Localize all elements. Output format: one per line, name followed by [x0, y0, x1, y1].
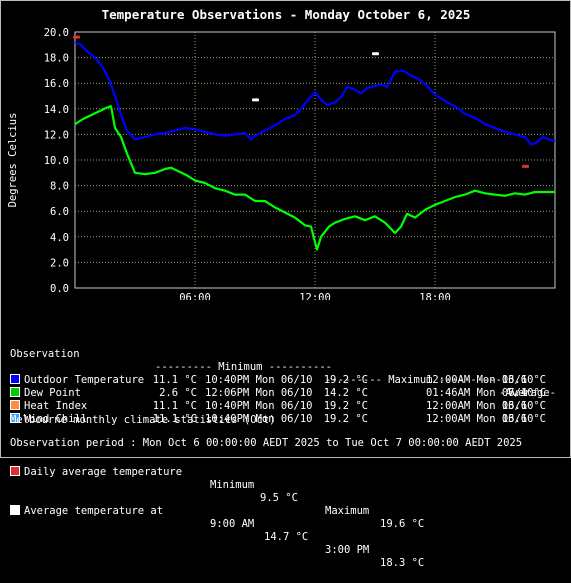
legend-min: 2.6 °C [159, 387, 197, 399]
legend-row: Outdoor Temperature 11.1 °C 10:40PM Mon 06… [10, 374, 546, 387]
climate-daily-row: Daily average temperature Minimum 9.5 °C… [10, 453, 424, 530]
series-outdoor-temperature [74, 41, 556, 146]
legend-label: Wind Chill [10, 413, 87, 426]
legend-swatch [10, 374, 20, 384]
y-tick-label: 8.0 [50, 181, 69, 193]
y-tick-label: 12.0 [44, 129, 69, 141]
x-tick-label: 12:00 [299, 292, 331, 300]
header-observation: Observation [10, 348, 80, 360]
legend-label: Heat Index [10, 400, 87, 413]
legend-max: 19.2 °C [323, 374, 368, 386]
chart-title: Temperature Observations - Monday Octobe… [102, 7, 471, 22]
legend-max: 19.2 °C [323, 400, 368, 412]
legend-max-time: 01:46AM Mon 06/10 [426, 387, 534, 399]
series-dew-point [74, 105, 555, 251]
climate-marker [252, 98, 259, 102]
y-tick-label: 0.0 [50, 283, 69, 295]
climate-min-label: Minimum [210, 479, 255, 491]
legend-avg: 13.6 °C [501, 400, 546, 412]
header-maximum: --------- Maximum ---------- [325, 374, 503, 386]
y-tick-label: 14.0 [44, 104, 69, 116]
average-swatch [10, 505, 20, 515]
y-tick-label: 6.0 [50, 206, 69, 218]
legend-rows: Outdoor Temperature 11.1 °C 10:40PM Mon 06… [10, 374, 546, 426]
legend-header: Observation --------- Minimum ----------… [10, 335, 556, 399]
legend-max-time: 12:00AM Mon 06/10 [426, 400, 534, 412]
climate-heading: Melbourne monthly climate statistics (Oc… [10, 414, 276, 426]
climate-stats: Melbourne monthly climate statistics (Oc… [10, 388, 424, 569]
legend-avg: 7.4 °C [508, 387, 546, 399]
climate-average-label: Average temperature at [10, 505, 163, 518]
legend-table: Observation --------- Minimum ----------… [10, 309, 556, 439]
header-minimum: --------- Minimum ---------- [155, 361, 333, 373]
legend-label: Outdoor Temperature [10, 374, 144, 387]
climate-daily-label: Daily average temperature [10, 466, 182, 479]
climate-marker [372, 52, 379, 56]
plot-area: 0.0 2.0 4.0 6.0 8.0 10.0 12.0 14.0 16.0 18.0 20.0 0… [44, 27, 556, 300]
legend-max: 14.2 °C [323, 387, 368, 399]
legend-swatch [10, 400, 20, 410]
header-average: -Average- [499, 387, 556, 399]
climate-max-label: Maximum [325, 505, 370, 517]
climate-marker [73, 35, 80, 39]
y-tick-label: 18.0 [44, 53, 69, 65]
legend-min: 11.1 °C [152, 413, 197, 425]
legend-row: Heat Index 11.1 °C 10:40PM Mon 06/10 19.2 °… [10, 400, 546, 413]
y-tick-label: 2.0 [50, 257, 69, 269]
legend-row: Wind Chill 11.1 °C 10:40PM Mon 06/10 19.2 °… [10, 413, 546, 426]
legend-min-time: 10:40PM Mon 06/10 [205, 400, 313, 412]
climate-value-1: 14.7 °C [264, 531, 309, 543]
y-axis-label: Degrees Celcius [7, 113, 19, 208]
legend-avg: 13.6 °C [501, 413, 546, 425]
climate-time-2: 3:00 PM [325, 544, 370, 556]
climate-time-1: 9:00 AM [210, 518, 255, 530]
legend-max-time: 12:00AM Mon 06/10 [426, 374, 534, 386]
y-tick-label: 20.0 [44, 27, 69, 39]
legend-min: 11.1 °C [152, 374, 197, 386]
y-tick-label: 16.0 [44, 78, 69, 90]
y-tick-label: 10.0 [44, 155, 69, 167]
legend-min-time: 12:06PM Mon 06/10 [205, 387, 313, 399]
temperature-chart: Temperature Observations - Monday Octobe… [7, 7, 556, 300]
observation-period: Observation period : Mon Oct 6 00:00:00 … [10, 437, 523, 449]
legend-row: Dew Point 2.6 °C 12:06PM Mon 06/10 14.2 °C 0… [10, 387, 546, 400]
y-tick-label: 4.0 [50, 232, 69, 244]
legend-min-time: 10:40PM Mon 06/10 [205, 413, 313, 425]
climate-average-row: Average temperature at 9:00 AM 14.7 °C 3… [10, 492, 424, 569]
legend-swatch [10, 387, 20, 397]
climate-max-value: 19.6 °C [380, 518, 425, 530]
legend-max: 19.2 °C [323, 413, 368, 425]
legend-min-time: 10:40PM Mon 06/10 [205, 374, 313, 386]
climate-value-2: 18.3 °C [380, 557, 425, 569]
legend-swatch [10, 413, 20, 423]
x-tick-label: 06:00 [179, 292, 211, 300]
legend-max-time: 12:00AM Mon 06/10 [426, 413, 534, 425]
climate-marker [522, 164, 529, 168]
legend-avg: 13.6 °C [501, 374, 546, 386]
legend-min: 11.1 °C [152, 400, 197, 412]
daily-swatch [10, 466, 20, 476]
x-tick-label: 18:00 [419, 292, 451, 300]
legend-label: Dew Point [10, 387, 81, 400]
